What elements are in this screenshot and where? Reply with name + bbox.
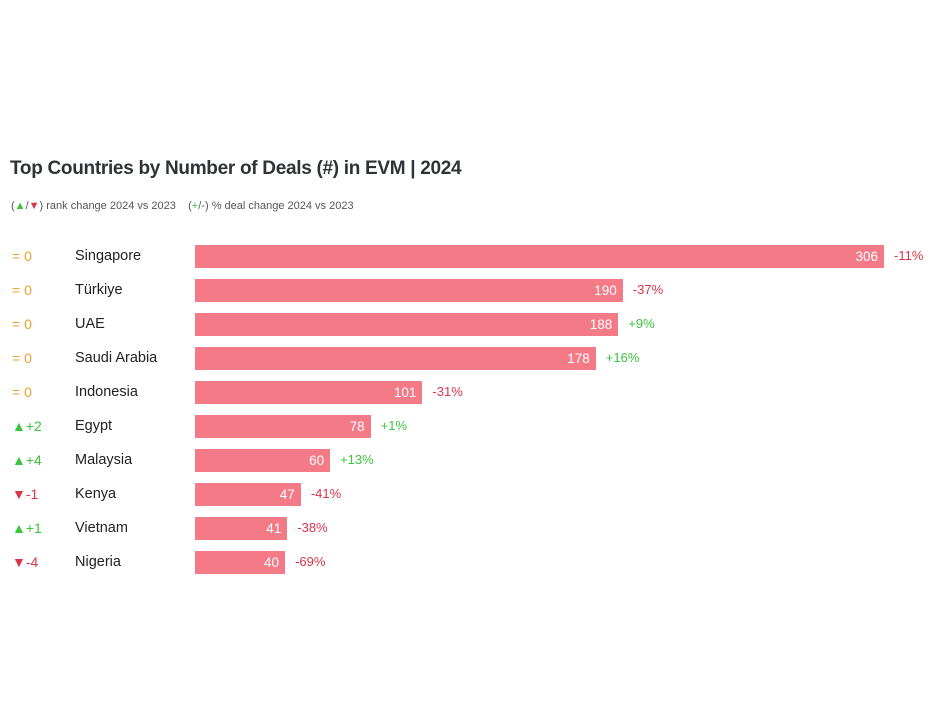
category-label: Türkiye — [75, 282, 123, 298]
pct-change-label: +1% — [380, 418, 408, 433]
up-triangle-icon: ▲ — [14, 200, 26, 212]
rank-change: ▲+4 — [12, 452, 42, 468]
legend-rank: rank change 2024 vs 2023 — [46, 200, 176, 212]
rank-change: ▲+1 — [12, 520, 42, 536]
category-label: UAE — [75, 316, 105, 332]
bar — [195, 347, 596, 370]
legend-pct: % deal change 2024 vs 2023 — [211, 200, 354, 212]
down-triangle-icon: ▼ — [28, 200, 40, 212]
value-label: 306 — [855, 249, 878, 264]
category-label: Saudi Arabia — [75, 350, 158, 366]
rank-change: = 0 — [12, 282, 32, 298]
bar-chart: = 0 Singapore 306 -11% = 0 Türkiye 190 -37% = 0 U… — [0, 240, 938, 590]
category-label: Vietnam — [75, 520, 128, 536]
bar — [195, 449, 331, 472]
rank-change: ▼-1 — [12, 486, 39, 502]
bar — [195, 415, 371, 438]
bar — [195, 313, 619, 336]
category-label: Egypt — [75, 418, 113, 434]
pct-change-label: +9% — [628, 316, 655, 331]
rank-change: = 0 — [12, 384, 32, 400]
pct-change-label: -69% — [295, 554, 326, 569]
chart-title: Top Countries by Number of Deals (#) in … — [10, 158, 462, 179]
pct-change-label: -38% — [297, 520, 328, 535]
value-label: 78 — [349, 419, 365, 434]
value-label: 47 — [279, 487, 295, 502]
value-label: 178 — [567, 351, 590, 366]
value-label: 190 — [594, 283, 617, 298]
bar — [195, 381, 423, 404]
value-label: 101 — [393, 385, 417, 400]
rank-change: ▼-4 — [12, 554, 39, 570]
value-label: 41 — [266, 521, 282, 536]
pct-change-label: -11% — [894, 248, 924, 263]
bar — [195, 517, 288, 540]
pct-change-label: +16% — [605, 350, 640, 365]
pct-change-label: -41% — [310, 486, 342, 501]
category-label: Malaysia — [75, 452, 133, 468]
category-label: Indonesia — [75, 384, 138, 400]
legend: (▲/▼) rank change 2024 vs 2023 (+/-) % d… — [11, 200, 354, 212]
value-label: 40 — [264, 555, 280, 570]
category-label: Singapore — [75, 248, 142, 264]
rank-change: = 0 — [12, 248, 32, 264]
bar — [195, 245, 884, 268]
pct-change-label: -31% — [432, 384, 463, 399]
rank-change: = 0 — [12, 350, 32, 366]
rank-change: = 0 — [12, 316, 32, 332]
rank-change: ▲+2 — [12, 418, 42, 434]
category-label: Kenya — [75, 486, 117, 502]
bar — [195, 551, 286, 574]
pct-change-label: +13% — [340, 452, 374, 467]
category-label: Nigeria — [75, 554, 121, 570]
value-label: 60 — [309, 453, 325, 468]
pct-change-label: -37% — [632, 282, 664, 297]
bar — [195, 279, 623, 302]
bar — [195, 483, 301, 506]
value-label: 188 — [589, 317, 613, 332]
